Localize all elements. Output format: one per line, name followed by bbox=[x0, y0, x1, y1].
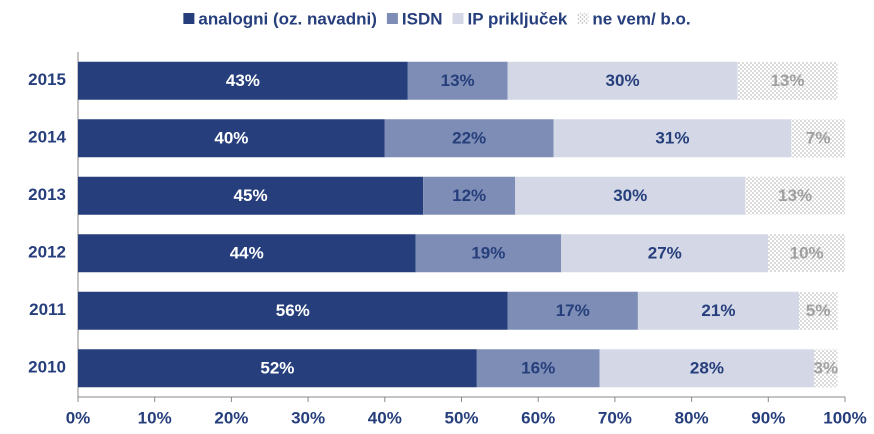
bar-segment bbox=[599, 349, 815, 388]
x-tick-label: 0% bbox=[66, 408, 91, 427]
legend-swatch bbox=[386, 13, 398, 24]
bar-segment bbox=[476, 349, 600, 388]
data-label: 16% bbox=[521, 359, 555, 378]
data-label: 40% bbox=[214, 129, 248, 148]
x-tick-label: 60% bbox=[521, 408, 555, 427]
bar-segment bbox=[637, 291, 799, 330]
y-tick-label: 2013 bbox=[28, 185, 66, 204]
data-label: 30% bbox=[613, 186, 647, 205]
data-label: 43% bbox=[226, 71, 260, 90]
data-label: 31% bbox=[655, 129, 689, 148]
bar-segment bbox=[78, 61, 408, 100]
y-tick-label: 2012 bbox=[28, 243, 66, 262]
data-label: 44% bbox=[230, 244, 264, 263]
legend-swatch bbox=[452, 13, 464, 24]
data-label: 3% bbox=[814, 359, 839, 378]
bar-segment bbox=[768, 234, 845, 273]
bar-segment bbox=[78, 176, 424, 215]
bar-segment bbox=[423, 176, 516, 215]
bar-segment bbox=[78, 291, 508, 330]
bar-segment bbox=[798, 291, 838, 330]
data-label: 13% bbox=[770, 71, 804, 90]
data-label: 52% bbox=[260, 359, 294, 378]
x-tick-label: 80% bbox=[675, 408, 709, 427]
legend-label: ISDN bbox=[402, 9, 443, 28]
x-tick-label: 70% bbox=[598, 408, 632, 427]
data-label: 45% bbox=[234, 186, 268, 205]
data-label: 5% bbox=[806, 301, 831, 320]
bar-segment bbox=[78, 349, 477, 388]
x-tick-label: 10% bbox=[138, 408, 172, 427]
y-tick-label: 2011 bbox=[29, 300, 66, 319]
x-tick-label: 100% bbox=[823, 408, 866, 427]
data-label: 17% bbox=[556, 301, 590, 320]
x-tick-label: 50% bbox=[444, 408, 478, 427]
legend-swatch bbox=[577, 13, 589, 24]
y-tick-label: 2014 bbox=[28, 128, 66, 147]
data-label: 28% bbox=[690, 359, 724, 378]
x-tick-label: 90% bbox=[751, 408, 785, 427]
data-label: 12% bbox=[452, 186, 486, 205]
bar-segment bbox=[407, 61, 508, 100]
bar-segment bbox=[384, 119, 554, 158]
data-label: 22% bbox=[452, 129, 486, 148]
y-tick-label: 2010 bbox=[28, 358, 66, 377]
legend-label: analogni (oz. navadni) bbox=[198, 9, 377, 28]
bar-segment bbox=[791, 119, 845, 158]
x-tick-label: 30% bbox=[291, 408, 325, 427]
bar-segment bbox=[745, 176, 845, 215]
bar-segment bbox=[515, 176, 746, 215]
data-label: 13% bbox=[441, 71, 475, 90]
data-label: 7% bbox=[806, 129, 831, 148]
data-label: 13% bbox=[778, 186, 812, 205]
legend-swatch bbox=[183, 13, 195, 24]
data-label: 30% bbox=[606, 71, 640, 90]
legend-label: IP priključek bbox=[468, 9, 568, 28]
data-label: 56% bbox=[276, 301, 310, 320]
bar-segment bbox=[78, 119, 385, 158]
legend-label: ne vem/ b.o. bbox=[592, 9, 690, 28]
legend: analogni (oz. navadni) ISDN IP priključek n… bbox=[183, 9, 691, 28]
bar-segment bbox=[507, 61, 738, 100]
data-label: 21% bbox=[701, 301, 735, 320]
x-tick-label: 20% bbox=[214, 408, 248, 427]
bar-segment bbox=[553, 119, 792, 158]
bar-segment bbox=[737, 61, 838, 100]
bar-segment bbox=[507, 291, 638, 330]
bar-segment bbox=[415, 234, 562, 273]
x-tick-label: 40% bbox=[368, 408, 402, 427]
bar-segment bbox=[561, 234, 769, 273]
bar-segment bbox=[78, 234, 416, 273]
bar-segment bbox=[814, 349, 838, 388]
y-tick-label: 2015 bbox=[28, 70, 66, 89]
data-label: 10% bbox=[790, 244, 824, 263]
data-label: 19% bbox=[471, 244, 505, 263]
data-label: 27% bbox=[648, 244, 682, 263]
